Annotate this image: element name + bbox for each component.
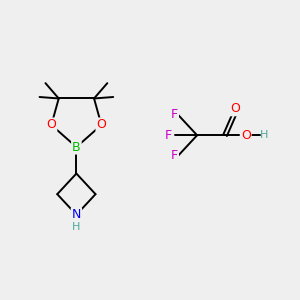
Text: O: O: [97, 118, 106, 131]
Text: H: H: [72, 222, 81, 232]
Text: F: F: [171, 108, 178, 121]
Text: N: N: [72, 208, 81, 221]
Text: H: H: [260, 130, 268, 140]
Text: B: B: [72, 141, 81, 154]
Text: O: O: [46, 118, 56, 131]
Text: F: F: [171, 149, 178, 162]
Text: F: F: [165, 129, 172, 142]
Text: O: O: [230, 102, 240, 115]
Text: O: O: [241, 129, 250, 142]
